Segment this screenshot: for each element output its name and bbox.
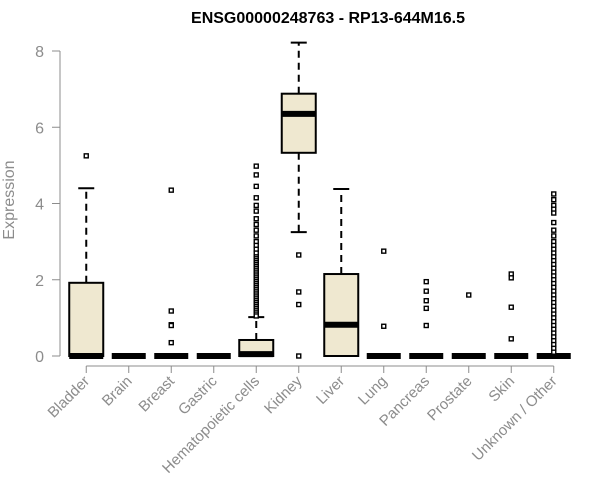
outlier-point [253,172,259,178]
x-tick-label: Liver [313,373,348,408]
outlier-point [423,278,429,285]
box [323,273,360,357]
box-group-bladder [68,153,105,359]
box-group-skin [494,271,529,359]
box-group-liver [323,188,360,357]
outlier-point [253,221,259,228]
box [68,281,105,357]
outlier-point [423,305,429,312]
y-tick-label: 4 [35,197,44,214]
box-group-breast [154,187,189,359]
outlier-point [253,208,259,214]
y-axis-label: Expression [1,160,18,239]
x-tick-label: Lung [355,373,391,409]
outlier-point [551,196,557,203]
outlier-point [296,301,302,308]
outlier-point [508,304,514,310]
outlier-point [508,275,514,281]
y-tick-label: 6 [35,120,44,137]
outlier-point [168,187,174,193]
outlier-point [551,191,557,197]
outlier-point [253,202,259,209]
outlier-point [83,153,89,159]
outlier-point [296,353,302,359]
x-tick-label: Kidney [261,372,306,417]
y-tick-label: 0 [35,349,44,366]
x-tick-label: Brain [99,373,136,410]
outlier-point [253,313,259,319]
x-tick-label: Breast [135,372,178,415]
outlier-point [253,195,259,201]
chart-title: ENSG00000248763 - RP13-644M16.5 [191,10,465,27]
outlier-point [551,227,557,233]
box-group-kidney [280,41,317,359]
outlier-point [253,183,259,190]
outlier-point [551,210,557,216]
outlier-point [168,308,174,314]
box-group-unknown-other [536,191,571,359]
outlier-point [168,339,174,346]
outlier-point [423,288,429,294]
outlier-point [508,336,514,342]
box [280,92,317,154]
outlier-point [253,216,259,222]
outlier-point [381,323,387,329]
outlier-point [381,248,387,254]
x-tick-label: Skin [485,373,518,406]
outlier-point [296,289,302,295]
outlier-point [551,349,557,355]
outlier-point [253,227,259,233]
outlier-point [253,163,259,169]
boxes [68,41,571,359]
box-group-hematopoietic-cells [238,163,275,358]
outlier-point [551,219,557,226]
outlier-point [423,298,429,304]
x-tick-label: Bladder [44,373,93,422]
outlier-point [296,252,302,258]
outlier-point [423,322,429,329]
outlier-point [551,233,557,239]
outlier-point [253,233,259,239]
y-axis: 0 2 4 6 8 [35,44,61,366]
box-group-prostate [451,292,486,359]
box-group-pancreas [409,278,444,359]
outlier-point [168,322,174,329]
y-tick-label: 8 [35,44,44,61]
x-tick-label: Prostate [424,373,476,425]
box-group-lung [366,248,401,359]
y-tick-label: 2 [35,273,44,290]
outlier-point [466,292,472,298]
